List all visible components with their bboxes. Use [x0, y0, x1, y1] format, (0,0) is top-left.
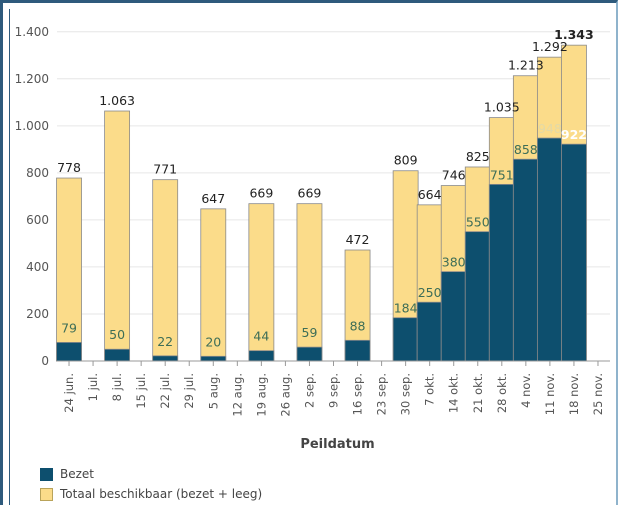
bar-bezet-17 [464, 231, 491, 362]
label-total-20: 1.292 [532, 39, 568, 54]
bar-bezet-19 [512, 158, 539, 362]
x-tick-label-4: 22 jul. [158, 373, 172, 409]
label-bezet-4: 22 [157, 334, 173, 349]
bar-bezet-0 [56, 342, 82, 362]
bar-total-4 [152, 179, 179, 362]
bar-bezet-14 [392, 317, 419, 362]
legend-label-totaal: Totaal beschikbaar (bezet + leeg) [60, 487, 263, 501]
bar-total-2 [104, 110, 131, 362]
bar-bezet-10 [296, 346, 323, 362]
label-total-10: 669 [298, 186, 322, 201]
label-bezet-18: 751 [490, 167, 514, 182]
label-bezet-8: 44 [253, 329, 269, 344]
x-tick-label-16: 14 okt. [447, 373, 461, 413]
label-bezet-12: 88 [350, 318, 366, 333]
bar-bezet-2 [104, 348, 131, 362]
label-total-4: 771 [153, 162, 177, 177]
x-tick-label-11: 9 sep. [327, 373, 341, 408]
x-tick-label-6: 5 aug. [206, 373, 220, 409]
label-total-14: 809 [394, 153, 418, 168]
label-bezet-6: 20 [205, 334, 221, 349]
label-total-18: 1.035 [484, 100, 520, 115]
x-tick-label-2: 8 jul. [110, 373, 124, 401]
value-labels: 778 79 1.063 50 771 22 647 20 669 44 669 59 472 88 809… [57, 27, 594, 349]
bar-bezet-8 [248, 350, 275, 362]
x-tick-label-21: 18 nov. [567, 373, 581, 415]
label-total-15: 664 [418, 187, 442, 202]
label-bezet-20: 948 [538, 121, 562, 136]
y-tick-label-1200: 1.200 [15, 72, 49, 86]
bar-bezet-15 [416, 301, 443, 362]
x-tick-label-19: 4 nov. [519, 373, 533, 408]
legend-swatch-bezet [40, 467, 53, 481]
bars [56, 44, 587, 362]
x-axis-label: Peildatum [300, 437, 374, 452]
bar-bezet-16 [440, 271, 467, 362]
x-tick-label-7: 12 aug. [230, 373, 244, 417]
label-bezet-14: 184 [394, 301, 418, 316]
bar-total-6 [200, 208, 227, 362]
label-bezet-19: 858 [514, 142, 538, 157]
legend-label-bezet: Bezet [60, 467, 95, 481]
x-tick-label-0: 24 jun. [62, 373, 76, 413]
bar-bezet-18 [488, 183, 515, 362]
bar-bezet-6 [200, 355, 227, 362]
x-tick-label-22: 25 nov. [591, 373, 605, 415]
x-tick-label-3: 15 jul. [134, 373, 148, 409]
frame-inner-line [9, 9, 10, 505]
label-bezet-10: 59 [302, 325, 318, 340]
label-total-16: 746 [442, 168, 466, 183]
label-total-6: 647 [201, 191, 225, 206]
x-tick-label-8: 19 aug. [254, 373, 268, 417]
label-total-0: 778 [57, 160, 81, 175]
x-tick-label-1: 1 jul. [86, 373, 100, 401]
y-tick-label-1000: 1.000 [15, 119, 49, 133]
x-tick-label-17: 21 okt. [471, 373, 485, 413]
x-tick-label-15: 7 okt. [423, 373, 437, 406]
bar-chart: 0 200 400 600 800 1.000 1.200 1.400 778 79 1.063 5… [15, 25, 610, 452]
label-total-12: 472 [346, 232, 370, 247]
x-tick-label-13: 23 sep. [375, 373, 389, 415]
x-axis: 24 jun. 1 jul. 8 jul. 15 jul. 22 jul. 29 jul.… [57, 360, 610, 417]
x-tick-label-20: 11 nov. [543, 373, 557, 415]
y-tick-label-400: 400 [26, 260, 49, 274]
label-total-2: 1.063 [99, 93, 135, 108]
label-bezet-2: 50 [109, 327, 125, 342]
x-tick-label-14: 30 sep. [399, 373, 413, 415]
y-tick-label-600: 600 [26, 213, 49, 227]
legend-item-bezet: Bezet [40, 464, 262, 484]
y-axis: 0 200 400 600 800 1.000 1.200 1.400 [15, 25, 49, 368]
label-bezet-17: 550 [466, 215, 490, 230]
legend-swatch-totaal [40, 487, 53, 501]
label-bezet-0: 79 [61, 320, 77, 335]
bar-bezet-21 [561, 143, 587, 362]
bar-bezet-12 [344, 339, 371, 362]
y-tick-label-1400: 1.400 [15, 25, 49, 39]
x-tick-label-18: 28 okt. [495, 373, 509, 413]
x-tick-label-12: 16 sep. [351, 373, 365, 415]
legend: Bezet Totaal beschikbaar (bezet + leeg) [40, 464, 262, 504]
x-tick-label-10: 2 sep. [302, 373, 316, 408]
x-tick-label-9: 26 aug. [278, 373, 292, 417]
label-bezet-21: 922 [561, 127, 587, 142]
legend-item-totaal: Totaal beschikbaar (bezet + leeg) [40, 484, 262, 504]
bar-bezet-20 [536, 137, 563, 362]
label-total-19: 1.213 [508, 58, 544, 73]
label-total-21: 1.343 [554, 27, 594, 42]
y-tick-label-0: 0 [41, 354, 49, 368]
label-total-8: 669 [249, 186, 273, 201]
label-bezet-16: 380 [442, 255, 466, 270]
bar-bezet-4 [152, 355, 179, 362]
label-total-17: 825 [466, 149, 490, 164]
label-bezet-15: 250 [418, 285, 442, 300]
x-tick-label-5: 29 jul. [182, 373, 196, 409]
y-tick-label-800: 800 [26, 166, 49, 180]
y-tick-label-200: 200 [26, 307, 49, 321]
